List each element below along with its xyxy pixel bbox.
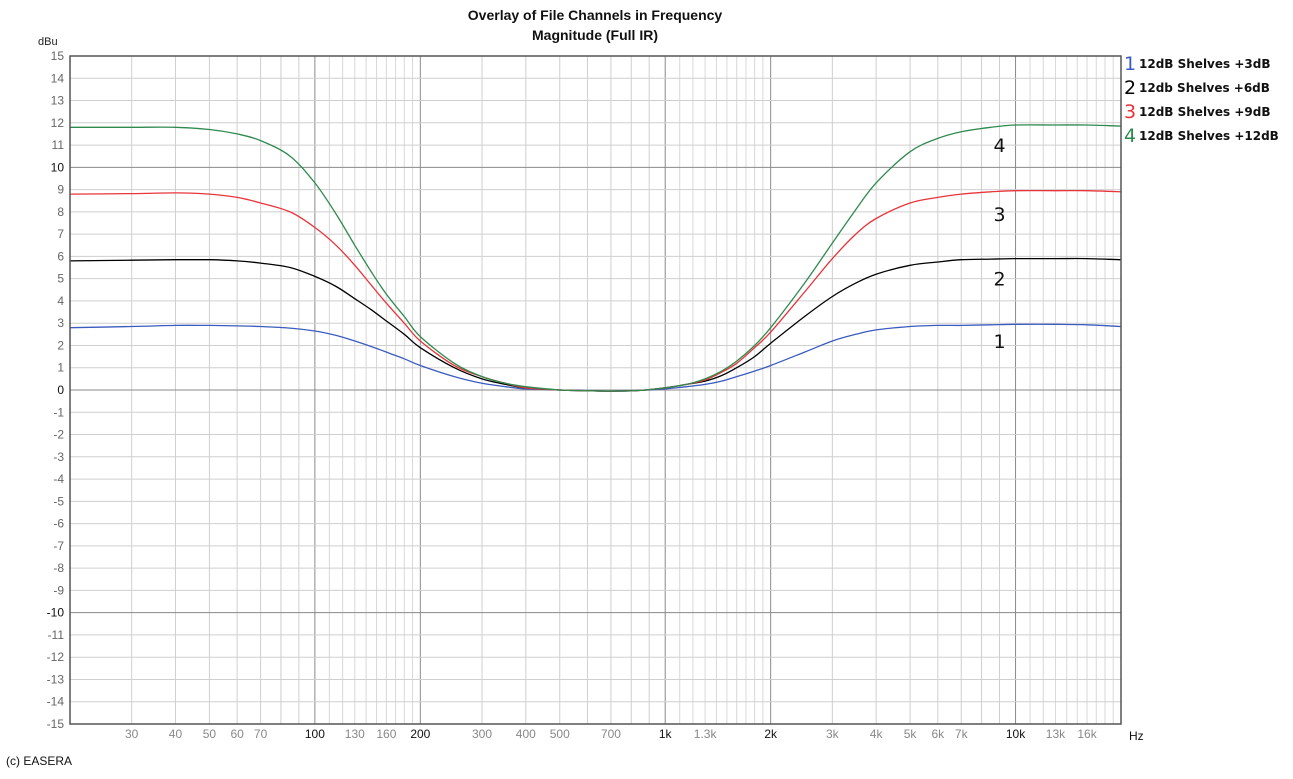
svg-text:1.3k: 1.3k [694, 727, 718, 741]
svg-text:200: 200 [410, 727, 430, 741]
legend-label-4: 12dB Shelves +12dB [1139, 129, 1279, 143]
svg-text:-6: -6 [53, 517, 64, 531]
curve-label-2: 2 [993, 269, 1005, 291]
svg-text:4k: 4k [870, 727, 884, 741]
data-series [69, 124, 1122, 392]
svg-text:500: 500 [550, 727, 570, 741]
svg-text:60: 60 [230, 727, 244, 741]
svg-text:6: 6 [57, 249, 64, 263]
y-axis-tick-labels: 1514131211109876543210-1-2-3-4-5-6-7-8-9… [47, 49, 65, 731]
svg-text:1k: 1k [659, 727, 673, 741]
x-axis-tick-labels: 30 40 50 60 70 100 130 160 200 300 400 500 700 1k 1.3k… [125, 727, 1098, 741]
legend-label-2: 12db Shelves +6dB [1139, 81, 1270, 95]
svg-text:13: 13 [51, 94, 65, 108]
legend-item-3[interactable]: 3 12dB Shelves +9dB [1124, 100, 1279, 124]
svg-text:9: 9 [57, 183, 64, 197]
svg-text:-2: -2 [53, 428, 64, 442]
svg-text:400: 400 [516, 727, 536, 741]
svg-text:-9: -9 [53, 583, 64, 597]
svg-text:0: 0 [57, 383, 64, 397]
svg-text:8: 8 [57, 205, 64, 219]
svg-text:-3: -3 [53, 450, 64, 464]
curve-label-3: 3 [993, 204, 1005, 226]
svg-text:-5: -5 [53, 494, 64, 508]
svg-text:300: 300 [472, 727, 492, 741]
legend-marker-1: 1 [1124, 52, 1137, 75]
series-line-1 [69, 323, 1122, 392]
svg-text:50: 50 [203, 727, 217, 741]
plot-frame [69, 55, 1122, 725]
curve-label-4: 4 [993, 135, 1005, 157]
svg-text:16k: 16k [1077, 727, 1097, 741]
svg-text:-12: -12 [47, 650, 65, 664]
curve-number-annotations: 4 3 2 1 [993, 135, 1005, 353]
svg-text:5k: 5k [904, 727, 918, 741]
svg-text:2: 2 [57, 338, 64, 352]
svg-text:10: 10 [51, 160, 65, 174]
svg-text:10k: 10k [1006, 727, 1026, 741]
series-line-3 [69, 189, 1122, 392]
svg-text:12: 12 [51, 116, 65, 130]
svg-text:-4: -4 [53, 472, 64, 486]
legend: 1 12dB Shelves +3dB 2 12db Shelves +6dB … [1124, 52, 1279, 148]
svg-text:14: 14 [51, 71, 65, 85]
svg-text:30: 30 [125, 727, 139, 741]
svg-text:-7: -7 [53, 539, 64, 553]
legend-item-4[interactable]: 4 12dB Shelves +12dB [1124, 124, 1279, 148]
legend-item-2[interactable]: 2 12db Shelves +6dB [1124, 76, 1279, 100]
svg-text:13k: 13k [1046, 727, 1066, 741]
svg-text:40: 40 [169, 727, 183, 741]
series-line-4 [69, 124, 1122, 392]
svg-text:7: 7 [57, 227, 64, 241]
legend-label-3: 12dB Shelves +9dB [1139, 105, 1271, 119]
svg-text:3k: 3k [826, 727, 840, 741]
svg-text:-8: -8 [53, 561, 64, 575]
svg-text:160: 160 [376, 727, 396, 741]
svg-text:100: 100 [305, 727, 325, 741]
svg-text:-15: -15 [47, 717, 65, 731]
legend-item-1[interactable]: 1 12dB Shelves +3dB [1124, 52, 1279, 76]
svg-text:-14: -14 [47, 695, 65, 709]
curve-label-1: 1 [993, 331, 1005, 353]
chart-title-line-2: Magnitude (Full IR) [532, 27, 658, 43]
svg-text:700: 700 [601, 727, 621, 741]
svg-text:7k: 7k [955, 727, 969, 741]
svg-text:3: 3 [57, 316, 64, 330]
legend-marker-2: 2 [1124, 76, 1137, 99]
svg-text:11: 11 [52, 138, 65, 152]
svg-text:5: 5 [57, 272, 64, 286]
plot-grid [70, 55, 1121, 725]
svg-text:-13: -13 [47, 672, 65, 686]
svg-text:-11: -11 [48, 628, 65, 642]
legend-label-1: 12dB Shelves +3dB [1139, 57, 1271, 71]
svg-text:4: 4 [57, 294, 64, 308]
svg-text:2k: 2k [764, 727, 778, 741]
legend-marker-3: 3 [1124, 100, 1137, 123]
svg-text:1: 1 [57, 361, 64, 375]
svg-text:6k: 6k [931, 727, 945, 741]
svg-text:70: 70 [254, 727, 268, 741]
chart-title-line-1: Overlay of File Channels in Frequency [467, 7, 723, 23]
y-axis-unit-label: dBu [38, 36, 58, 48]
copyright-label: (c) EASERA [6, 754, 73, 768]
legend-marker-4: 4 [1124, 124, 1137, 147]
svg-text:-1: -1 [53, 405, 64, 419]
x-axis-unit-label: Hz [1129, 729, 1144, 743]
svg-text:130: 130 [345, 727, 365, 741]
svg-text:15: 15 [51, 49, 65, 63]
svg-text:-10: -10 [47, 606, 65, 620]
